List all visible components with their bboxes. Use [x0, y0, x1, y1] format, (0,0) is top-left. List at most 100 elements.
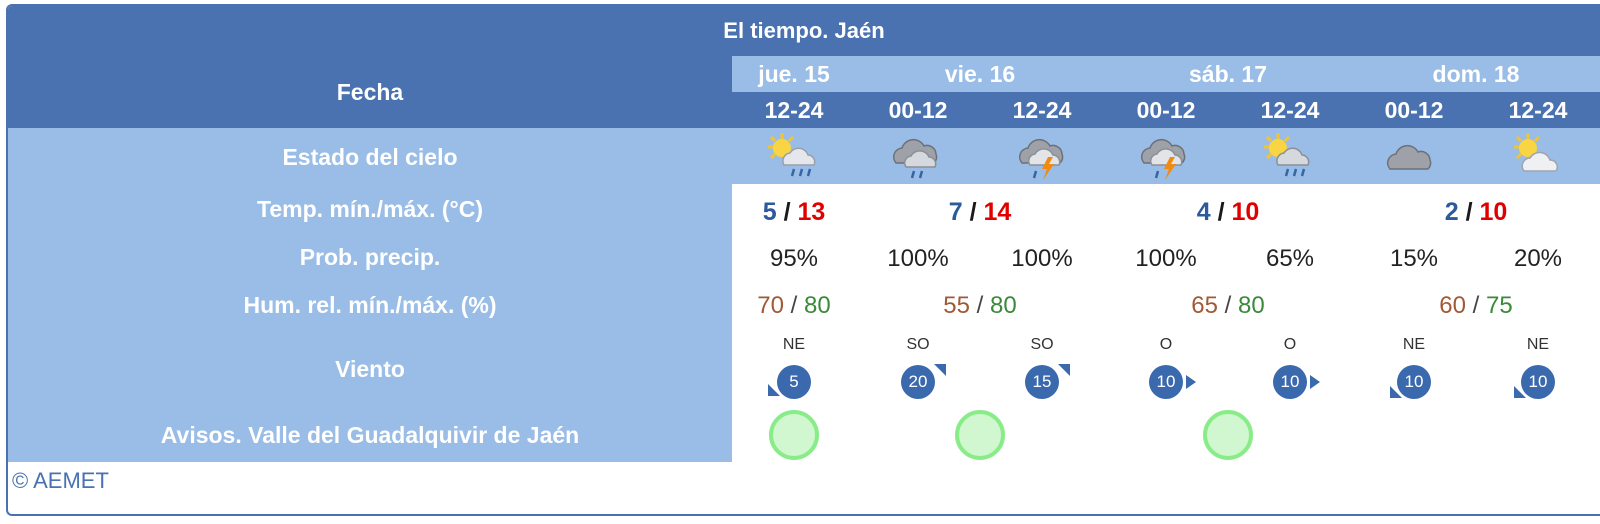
day-header: vie. 16 [944, 60, 1016, 87]
wind-speed: 10 [1521, 365, 1555, 399]
prob-value: 20% [1513, 245, 1563, 272]
wind-arrow-icon [1186, 375, 1196, 389]
periods-header-row: 12-24 00-12 12-24 00-12 12-24 00-12 12-2… [732, 92, 1600, 128]
temp-min: 2 [1444, 197, 1459, 226]
sun-cloud-rain-icon [732, 128, 856, 184]
sun-cloud-rain-icon [1228, 128, 1352, 184]
fecha-header: Fecha [8, 56, 732, 128]
wind-arrow-icon [1514, 386, 1526, 398]
wind-direction: O [1159, 336, 1173, 353]
prob-value: 100% [1135, 245, 1197, 272]
prob-value: 15% [1389, 245, 1439, 272]
aviso-label: Avisos. Valle del Guadalquivir de Jaén [160, 422, 580, 448]
hum-day-4: 60 / 75 [1352, 284, 1600, 328]
period-header: 00-12 [1384, 96, 1444, 123]
day-header: dom. 18 [1432, 60, 1520, 87]
wind-speed: 10 [1397, 365, 1431, 399]
prob-label: Prob. precip. [299, 244, 441, 270]
cloud-rain-icon [856, 128, 980, 184]
temp-max: 10 [1479, 197, 1508, 226]
hum-row: 70 / 80 55 / 80 65 / 80 60 / 75 [732, 284, 1600, 328]
hum-sep: / [790, 292, 798, 319]
hum-min: 70 [757, 292, 784, 319]
temp-max: 14 [983, 197, 1012, 226]
wind-cell: 5 [732, 360, 856, 404]
wind-arrow-icon [1058, 364, 1070, 376]
temp-sep: / [1465, 197, 1473, 226]
temp-sep: / [1217, 197, 1225, 226]
wind-speed: 15 [1025, 365, 1059, 399]
hum-sep: / [1472, 292, 1480, 319]
temp-label: Temp. mín./máx. (°C) [256, 196, 484, 222]
prob-value: 65% [1265, 245, 1315, 272]
wind-speed: 10 [1149, 365, 1183, 399]
hum-max: 80 [1238, 292, 1265, 319]
aviso-green-icon[interactable] [955, 410, 1005, 460]
wind-speed: 20 [901, 365, 935, 399]
hum-max: 75 [1486, 292, 1513, 319]
wind-direction: SO [1030, 336, 1054, 353]
period-header: 00-12 [1136, 96, 1196, 123]
wind-label: Viento [335, 356, 405, 382]
aviso-green-icon[interactable] [769, 410, 819, 460]
temp-sep: / [969, 197, 977, 226]
temp-max: 13 [797, 197, 826, 226]
hum-min: 55 [943, 292, 970, 319]
temp-day-3: 4 / 10 [1104, 190, 1352, 234]
period-header: 12-24 [1260, 96, 1320, 123]
hum-min: 60 [1439, 292, 1466, 319]
widget-title: El tiempo. Jaén [8, 6, 1600, 56]
wind-arrow-icon [768, 384, 780, 396]
day-header: sáb. 17 [1189, 60, 1267, 87]
wind-cell: 10 [1476, 360, 1600, 404]
wind-speed: 10 [1273, 365, 1307, 399]
aviso-cell [1104, 408, 1352, 462]
wind-cell: 10 [1352, 360, 1476, 404]
cloud-storm-icon [980, 128, 1104, 184]
aviso-cell [732, 408, 856, 462]
hum-max: 80 [990, 292, 1017, 319]
prob-value: 95% [769, 245, 819, 272]
day-header: jue. 15 [758, 60, 830, 87]
aviso-green-icon[interactable] [1203, 410, 1253, 460]
cloud-icon [1352, 128, 1476, 184]
days-header-row: jue. 15 vie. 16 sáb. 17 dom. 18 [732, 56, 1600, 92]
forecast-widget: El tiempo. Jaén Fecha jue. 15 vie. 16 sá… [6, 4, 1600, 516]
aemet-credit[interactable]: © AEMET [12, 468, 109, 493]
temp-min: 5 [762, 197, 777, 226]
wind-direction: SO [906, 336, 930, 353]
hum-label: Hum. rel. mín./máx. (%) [243, 292, 497, 318]
prob-row: 95% 100% 100% 100% 65% 15% 20% [732, 238, 1600, 280]
row-labels: Estado del cielo Temp. mín./máx. (°C) Pr… [8, 128, 732, 462]
wind-cell: 20 [856, 360, 980, 404]
wind-dir-row: NE SO SO O O NE NE [732, 332, 1600, 358]
wind-speed: 5 [777, 365, 811, 399]
wind-direction: NE [1526, 336, 1550, 353]
hum-day-3: 65 / 80 [1104, 284, 1352, 328]
hum-sep: / [976, 292, 984, 319]
temp-day-1: 5 / 13 [732, 190, 856, 234]
period-header: 12-24 [1508, 96, 1568, 123]
temp-sep: / [783, 197, 791, 226]
period-header: 12-24 [764, 96, 824, 123]
temp-day-2: 7 / 14 [856, 190, 1104, 234]
wind-cell: 10 [1228, 360, 1352, 404]
wind-cell: 10 [1104, 360, 1228, 404]
wind-direction: NE [782, 336, 806, 353]
wind-cell: 15 [980, 360, 1104, 404]
prob-value: 100% [1011, 245, 1073, 272]
sun-cloud-icon [1476, 128, 1600, 184]
hum-sep: / [1224, 292, 1232, 319]
sky-label: Estado del cielo [282, 144, 458, 170]
wind-arrow-icon [934, 364, 946, 376]
hum-max: 80 [804, 292, 831, 319]
wind-arrow-icon [1390, 386, 1402, 398]
temp-min: 4 [1196, 197, 1211, 226]
period-header: 12-24 [1012, 96, 1072, 123]
wind-direction: O [1283, 336, 1297, 353]
cloud-storm-icon [1104, 128, 1228, 184]
wind-direction: NE [1402, 336, 1426, 353]
temp-row: 5 / 13 7 / 14 4 / 10 2 / 10 [732, 190, 1600, 234]
wind-speed-row: 5 20 15 10 10 10 10 [732, 360, 1600, 404]
hum-min: 65 [1191, 292, 1218, 319]
